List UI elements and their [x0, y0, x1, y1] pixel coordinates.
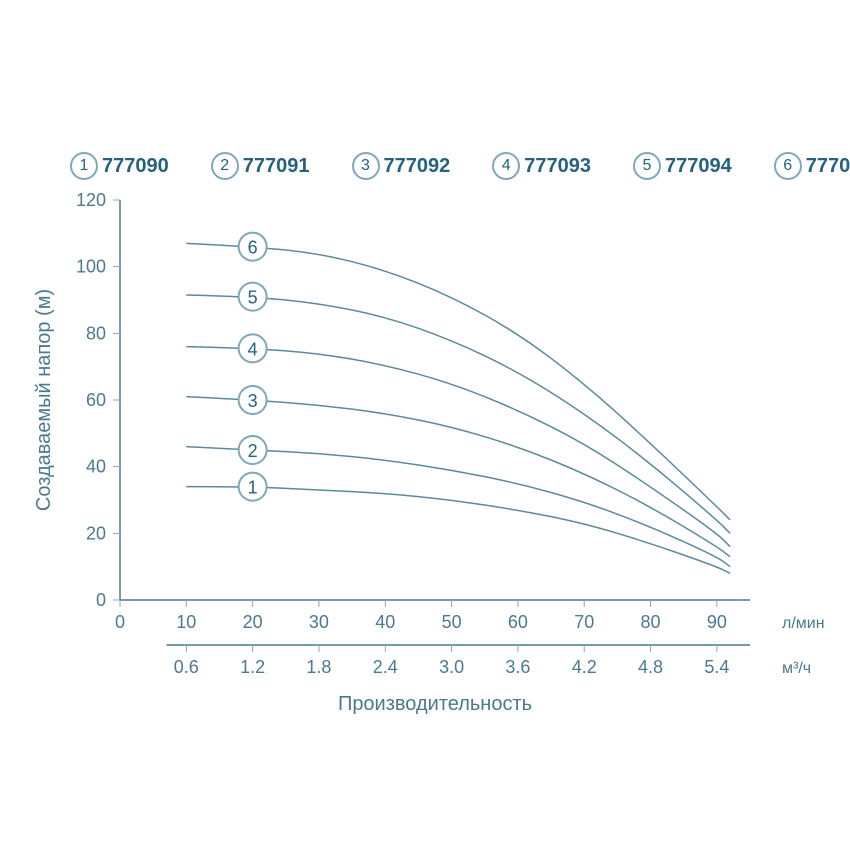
- y-tick-label: 40: [86, 457, 106, 477]
- curve-marker-label-4: 4: [248, 339, 258, 359]
- x-tick-label-bot: 4.2: [572, 657, 597, 677]
- y-tick-label: 60: [86, 390, 106, 410]
- legend-item-2: 2777091: [211, 152, 310, 180]
- y-tick-label: 80: [86, 323, 106, 343]
- curve-marker-label-6: 6: [248, 238, 258, 258]
- x-tick-label-bot: 2.4: [373, 657, 398, 677]
- curve-1: [186, 487, 730, 574]
- x-tick-label-top: 0: [115, 612, 125, 632]
- curve-marker-label-3: 3: [248, 391, 258, 411]
- legend-item-4: 4777093: [492, 152, 591, 180]
- x-tick-label-top: 80: [641, 612, 661, 632]
- x-tick-label-bot: 4.8: [638, 657, 663, 677]
- x-tick-label-top: 90: [707, 612, 727, 632]
- x-unit-bot: м³/ч: [782, 660, 811, 677]
- x-tick-label-top: 40: [375, 612, 395, 632]
- y-tick-label: 20: [86, 523, 106, 543]
- legend-circle-2: 2: [211, 152, 239, 180]
- curve-4: [186, 347, 730, 547]
- legend-circle-5: 5: [633, 152, 661, 180]
- legend-label-3: 777092: [384, 155, 451, 178]
- legend-label-5: 777094: [665, 155, 732, 178]
- curve-5: [186, 295, 730, 533]
- legend-circle-6: 6: [774, 152, 802, 180]
- legend-label-6: 777095: [806, 155, 850, 178]
- legend-label-4: 777093: [524, 155, 591, 178]
- curve-marker-label-2: 2: [248, 441, 258, 461]
- y-tick-label: 0: [96, 590, 106, 610]
- x-tick-label-top: 30: [309, 612, 329, 632]
- legend-label-1: 777090: [102, 155, 169, 178]
- legend-item-3: 3777092: [352, 152, 451, 180]
- x-tick-label-top: 20: [243, 612, 263, 632]
- y-tick-label: 120: [76, 190, 106, 210]
- x-tick-label-top: 70: [574, 612, 594, 632]
- x-tick-label-bot: 3.0: [439, 657, 464, 677]
- legend-item-5: 5777094: [633, 152, 732, 180]
- legend-circle-1: 1: [70, 152, 98, 180]
- x-axis-title: Производительность: [338, 693, 532, 715]
- x-tick-label-bot: 5.4: [704, 657, 729, 677]
- x-tick-label-bot: 1.2: [240, 657, 265, 677]
- curve-6: [186, 243, 730, 520]
- x-tick-label-top: 50: [442, 612, 462, 632]
- chart-svg: 020406080100120Создаваемый напор (м)0102…: [0, 0, 850, 850]
- legend: 1777090277709137770924777093577709467770…: [70, 152, 850, 180]
- y-tick-label: 100: [76, 257, 106, 277]
- legend-circle-4: 4: [492, 152, 520, 180]
- legend-item-6: 6777095: [774, 152, 850, 180]
- pump-performance-chart: 1777090277709137770924777093577709467770…: [0, 0, 850, 850]
- x-unit-top: л/мин: [782, 615, 825, 632]
- x-tick-label-top: 10: [176, 612, 196, 632]
- legend-label-2: 777091: [243, 155, 310, 178]
- legend-item-1: 1777090: [70, 152, 169, 180]
- legend-circle-3: 3: [352, 152, 380, 180]
- x-tick-label-top: 60: [508, 612, 528, 632]
- x-tick-label-bot: 3.6: [505, 657, 530, 677]
- curve-marker-label-5: 5: [248, 288, 258, 308]
- curve-marker-label-1: 1: [248, 478, 258, 498]
- y-axis-title: Создаваемый напор (м): [33, 289, 55, 511]
- x-tick-label-bot: 1.8: [306, 657, 331, 677]
- curve-3: [186, 397, 730, 557]
- x-tick-label-bot: 0.6: [174, 657, 199, 677]
